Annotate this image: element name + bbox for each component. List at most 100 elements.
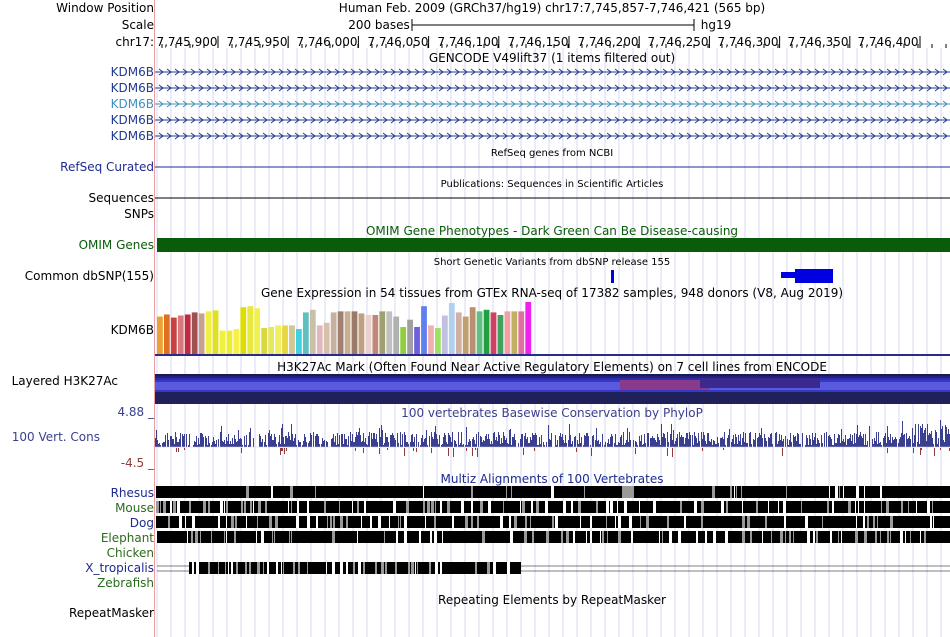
- strand-arrow: [326, 100, 332, 108]
- gencode-row-label[interactable]: KDM6B: [110, 97, 154, 111]
- strand-arrow: [278, 116, 284, 124]
- species-dog-label[interactable]: Dog: [129, 516, 154, 530]
- strand-arrow: [694, 84, 700, 92]
- alignment-gap: [375, 562, 377, 574]
- alignment-gap: [910, 531, 911, 543]
- strand-arrow: [662, 84, 668, 92]
- dbsnp-track-label[interactable]: Common dbSNP(155): [24, 269, 154, 283]
- alignment-gap: [363, 562, 365, 574]
- alignment-gap: [578, 501, 581, 513]
- alignment-gap: [832, 501, 834, 513]
- strand-arrow: [246, 100, 252, 108]
- strand-arrow: [206, 132, 212, 140]
- alignment-gap: [631, 531, 633, 543]
- strand-arrow: [638, 116, 644, 124]
- alignment-gap: [545, 501, 548, 513]
- publications-track-title: Publications: Sequences in Scientific Ar…: [440, 179, 664, 190]
- strand-arrow: [422, 116, 428, 124]
- alignment-gap: [170, 501, 172, 513]
- alignment-gap: [669, 531, 672, 543]
- alignment-gap: [552, 516, 554, 528]
- strand-arrow: [238, 68, 244, 76]
- h3k27ac-track-label[interactable]: Layered H3K27Ac: [11, 374, 118, 388]
- strand-arrow: [350, 68, 356, 76]
- alignment-gap: [326, 562, 327, 574]
- gencode-row-label[interactable]: KDM6B: [110, 129, 154, 143]
- strand-arrow: [358, 132, 364, 140]
- strand-arrow: [694, 68, 700, 76]
- strand-arrow: [470, 132, 476, 140]
- strand-arrow: [502, 84, 508, 92]
- gtex-bar: [435, 328, 441, 354]
- species-chicken-label[interactable]: Chicken: [106, 546, 154, 560]
- strand-arrow: [422, 132, 428, 140]
- strand-arrow: [678, 116, 684, 124]
- species-rhesus-label[interactable]: Rhesus: [110, 486, 154, 500]
- strand-arrow: [246, 116, 252, 124]
- alignment-gap: [730, 486, 732, 498]
- alignment-gap: [406, 501, 409, 513]
- strand-arrow: [182, 100, 188, 108]
- strand-arrow: [942, 68, 948, 76]
- gencode-row-label[interactable]: KDM6B: [110, 81, 154, 95]
- gtex-track-label[interactable]: KDM6B: [110, 323, 154, 337]
- alignment-gap: [816, 531, 818, 543]
- species-xtropicalis-label[interactable]: X_tropicalis: [85, 561, 154, 575]
- snps-track-label[interactable]: SNPs: [124, 207, 154, 221]
- gtex-bar: [393, 316, 400, 354]
- gencode-row-label[interactable]: KDM6B: [110, 65, 154, 79]
- refseq-track-label[interactable]: RefSeq Curated: [60, 160, 154, 174]
- alignment-gap: [805, 516, 808, 528]
- species-elephant-label[interactable]: Elephant: [100, 531, 154, 545]
- phylop-track-label[interactable]: 100 Vert. Cons: [11, 430, 100, 444]
- strand-arrow: [550, 84, 556, 92]
- alignment-gap: [419, 531, 421, 543]
- gtex-bar: [289, 325, 295, 354]
- strand-arrow: [606, 84, 612, 92]
- strand-arrow: [862, 68, 868, 76]
- alignment-gap: [263, 562, 264, 574]
- strand-arrow: [262, 116, 268, 124]
- alignment-gap: [561, 531, 563, 543]
- gtex-bar: [365, 315, 372, 354]
- alignment-gap: [283, 562, 284, 574]
- strand-arrow: [574, 100, 580, 108]
- strand-arrow: [926, 84, 932, 92]
- strand-arrow: [726, 68, 732, 76]
- strand-arrow: [238, 84, 244, 92]
- alignment-gap: [226, 501, 228, 513]
- strand-arrow: [662, 100, 668, 108]
- publications-track-label[interactable]: Sequences: [88, 191, 154, 205]
- strand-arrow: [174, 132, 180, 140]
- scale-label: Scale: [121, 18, 154, 32]
- species-mouse-label[interactable]: Mouse: [115, 501, 154, 515]
- gtex-bar: [400, 326, 407, 354]
- strand-arrow: [462, 84, 468, 92]
- strand-arrow: [846, 100, 852, 108]
- strand-arrow: [406, 84, 412, 92]
- alignment-gap: [786, 486, 787, 498]
- alignment-gap: [357, 531, 358, 543]
- h3k27ac-peak: [620, 380, 710, 390]
- alignment-gap: [333, 516, 335, 528]
- alignment-gap: [807, 531, 810, 543]
- alignment-gap: [220, 501, 223, 513]
- strand-arrow: [902, 68, 908, 76]
- omim-track-label[interactable]: OMIM Genes: [78, 238, 154, 252]
- species-zebrafish-label[interactable]: Zebrafish: [97, 576, 154, 590]
- strand-arrow: [510, 116, 516, 124]
- alignment-gap: [235, 516, 237, 528]
- alignment-gap: [555, 516, 558, 528]
- alignment-gap: [249, 562, 251, 574]
- strand-arrow: [678, 100, 684, 108]
- strand-arrow: [206, 100, 212, 108]
- strand-arrow: [558, 84, 564, 92]
- alignment-gap: [290, 486, 293, 498]
- repeatmasker-track-label[interactable]: RepeatMasker: [68, 606, 154, 620]
- strand-arrow: [318, 84, 324, 92]
- alignment-gap: [506, 486, 507, 498]
- strand-arrow: [918, 132, 924, 140]
- gencode-row-label[interactable]: KDM6B: [110, 113, 154, 127]
